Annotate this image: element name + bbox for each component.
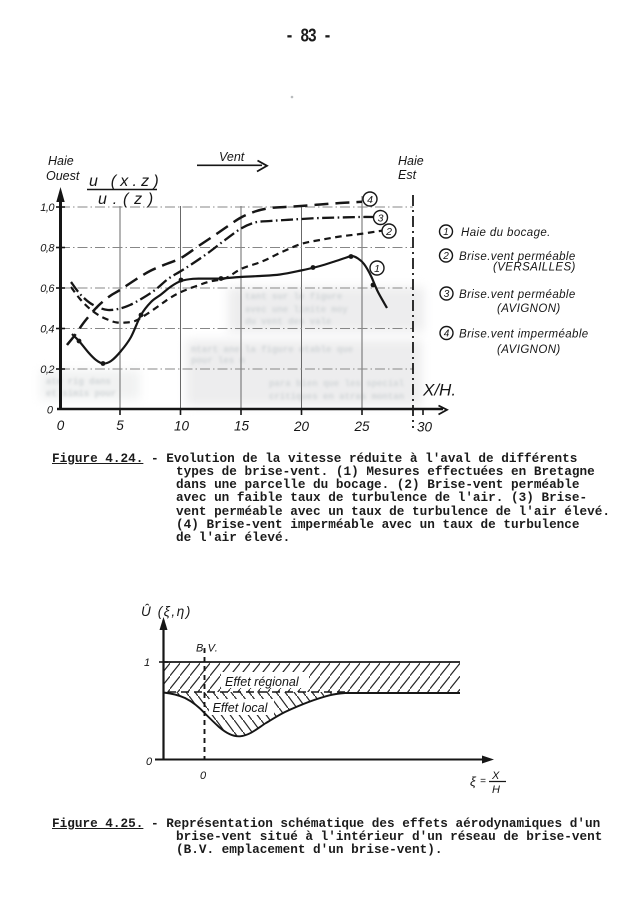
svg-text:10: 10	[174, 419, 190, 434]
svg-text:u (x.z): u (x.z)	[89, 173, 163, 190]
svg-text:u.(z): u.(z)	[98, 191, 159, 208]
svg-text:0: 0	[57, 418, 65, 433]
svg-text:5: 5	[116, 418, 124, 433]
svg-text:Effet local: Effet local	[213, 701, 269, 715]
svg-text:4: 4	[444, 329, 450, 340]
svg-text:0: 0	[146, 756, 153, 768]
svg-text:0: 0	[200, 770, 207, 782]
svg-text:25: 25	[353, 419, 370, 434]
svg-text:0,8: 0,8	[40, 243, 55, 255]
svg-text:3: 3	[378, 212, 384, 224]
svg-text:Brise.vent perméable: Brise.vent perméable	[459, 251, 576, 263]
svg-text:2: 2	[442, 251, 449, 262]
svg-text:H: H	[492, 784, 500, 796]
svg-text:ξ: ξ	[470, 774, 477, 789]
svg-text:B.V.: B.V.	[196, 643, 218, 655]
svg-text:Haie: Haie	[48, 154, 74, 168]
svg-text:Brise.vent perméable: Brise.vent perméable	[459, 289, 576, 301]
svg-text:Ouest: Ouest	[46, 169, 80, 183]
svg-text:30: 30	[417, 420, 433, 435]
svg-text:1: 1	[374, 263, 380, 275]
svg-text:0,4: 0,4	[40, 324, 54, 336]
svg-text:1: 1	[443, 227, 449, 238]
svg-text:Brise.vent imperméable: Brise.vent imperméable	[459, 329, 589, 341]
svg-text:Haie du bocage.: Haie du bocage.	[461, 227, 551, 239]
svg-text:Effet régional: Effet régional	[225, 675, 300, 689]
svg-text:Est: Est	[398, 168, 417, 182]
svg-text:=: =	[480, 776, 486, 787]
svg-text:20: 20	[293, 419, 310, 434]
svg-text:15: 15	[234, 419, 250, 434]
svg-text:3: 3	[444, 289, 450, 300]
svg-text:0,2: 0,2	[40, 364, 54, 376]
svg-text:X/H.: X/H.	[422, 381, 456, 400]
svg-text:(VERSAILLES): (VERSAILLES)	[493, 262, 576, 274]
svg-text:Haie: Haie	[398, 154, 424, 168]
svg-text:(AVIGNON): (AVIGNON)	[497, 344, 561, 356]
svg-text:4: 4	[367, 194, 373, 206]
svg-text:X: X	[491, 770, 500, 782]
svg-text:2: 2	[385, 226, 392, 238]
svg-text:Vent: Vent	[219, 150, 245, 164]
svg-text:0,6: 0,6	[40, 283, 55, 295]
svg-text:Û (ξ,η): Û (ξ,η)	[141, 604, 192, 619]
svg-text:(AVIGNON): (AVIGNON)	[497, 303, 561, 315]
svg-text:1: 1	[144, 657, 150, 669]
svg-text:1,0: 1,0	[40, 202, 55, 214]
svg-text:0: 0	[47, 405, 54, 417]
